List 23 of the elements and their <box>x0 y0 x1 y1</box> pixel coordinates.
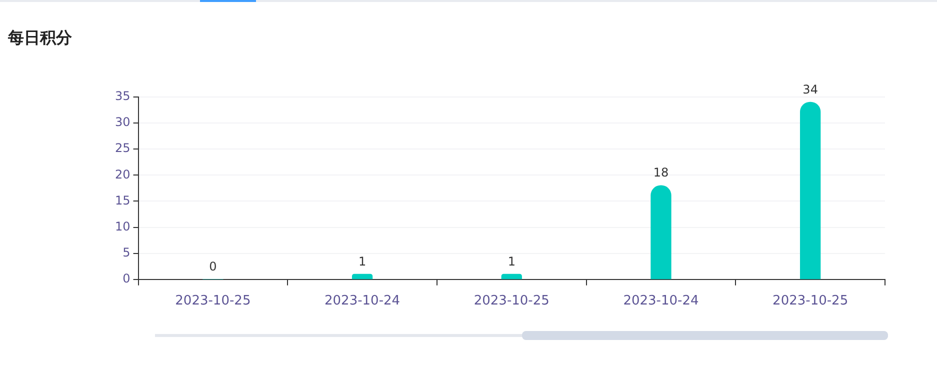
data-label: 34 <box>802 82 818 96</box>
y-tick-label: 5 <box>122 245 130 260</box>
y-tick-label: 15 <box>114 193 130 208</box>
data-label: 1 <box>358 254 366 268</box>
x-tick-label: 2023-10-25 <box>175 294 251 309</box>
bar <box>650 185 672 280</box>
y-tick-label: 35 <box>114 89 130 104</box>
bar <box>352 274 373 280</box>
x-tick-label: 2023-10-25 <box>772 294 848 309</box>
y-tick-label: 0 <box>122 272 130 286</box>
y-tick-label: 10 <box>114 219 130 234</box>
data-label: 18 <box>653 166 669 180</box>
bar <box>501 274 522 280</box>
y-tick-label: 25 <box>114 141 130 156</box>
x-tick-label: 2023-10-24 <box>623 294 699 309</box>
data-label: 0 <box>209 260 217 274</box>
bar <box>800 102 821 280</box>
x-tick-label: 2023-10-25 <box>474 294 550 309</box>
y-tick-label: 20 <box>114 167 130 182</box>
chart-title: 每日积分 <box>8 28 72 49</box>
x-tick-label: 2023-10-24 <box>324 294 400 309</box>
data-label: 1 <box>508 254 516 268</box>
y-tick-label: 30 <box>114 115 130 130</box>
